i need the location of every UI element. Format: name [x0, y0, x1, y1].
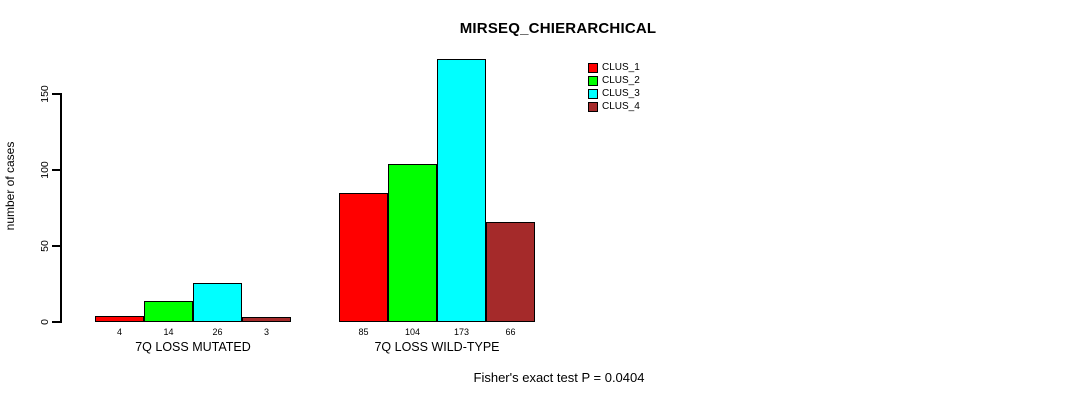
y-axis-tick-label: 50 — [39, 240, 51, 252]
bar-clus_3-group1 — [193, 282, 242, 322]
y-axis-tick — [52, 169, 60, 171]
legend-item-clus_1: CLUS_1 — [588, 61, 640, 74]
y-axis-tick-label: 100 — [39, 161, 51, 179]
y-axis-tick — [52, 93, 60, 95]
bar-value-label: 14 — [163, 327, 174, 337]
y-axis-line — [60, 93, 62, 323]
bar-clus_1-group2 — [339, 192, 388, 322]
legend-item-clus_4: CLUS_4 — [588, 100, 640, 113]
bar-value-label: 85 — [358, 327, 369, 337]
bar-value-label: 104 — [404, 327, 421, 337]
legend-swatch — [588, 75, 598, 86]
bar-clus_3-group2 — [437, 59, 486, 322]
y-axis-tick-label: 150 — [39, 85, 51, 103]
x-category-label: 7Q LOSS MUTATED — [135, 340, 251, 354]
bar-clus_4-group1 — [242, 317, 291, 322]
y-axis-tick — [52, 245, 60, 247]
bar-clus_4-group2 — [486, 221, 535, 322]
fisher-test-annotation: Fisher's exact test P = 0.0404 — [473, 370, 645, 385]
legend-swatch — [588, 101, 598, 112]
legend-label: CLUS_1 — [602, 62, 640, 73]
legend-label: CLUS_3 — [602, 88, 640, 99]
bar-clus_1-group1 — [95, 315, 144, 322]
y-axis-tick — [52, 321, 60, 323]
bar-value-label: 26 — [212, 327, 223, 337]
y-axis-tick-label: 0 — [39, 319, 51, 325]
legend-swatch — [588, 62, 598, 73]
legend-label: CLUS_4 — [602, 101, 640, 112]
x-category-label: 7Q LOSS WILD-TYPE — [374, 340, 500, 354]
bar-clus_2-group2 — [388, 163, 437, 322]
bar-value-label: 66 — [505, 327, 516, 337]
bar-value-label: 173 — [453, 327, 470, 337]
legend-swatch — [588, 88, 598, 99]
legend-item-clus_2: CLUS_2 — [588, 74, 640, 87]
chart-title: MIRSEQ_CHIERARCHICAL — [459, 20, 657, 37]
bar-clus_2-group1 — [144, 300, 193, 322]
bar-value-label: 3 — [263, 327, 269, 337]
legend: CLUS_1 CLUS_2 CLUS_3 CLUS_4 — [588, 61, 640, 113]
legend-label: CLUS_2 — [602, 75, 640, 86]
bar-value-label: 4 — [116, 327, 122, 337]
legend-item-clus_3: CLUS_3 — [588, 87, 640, 100]
